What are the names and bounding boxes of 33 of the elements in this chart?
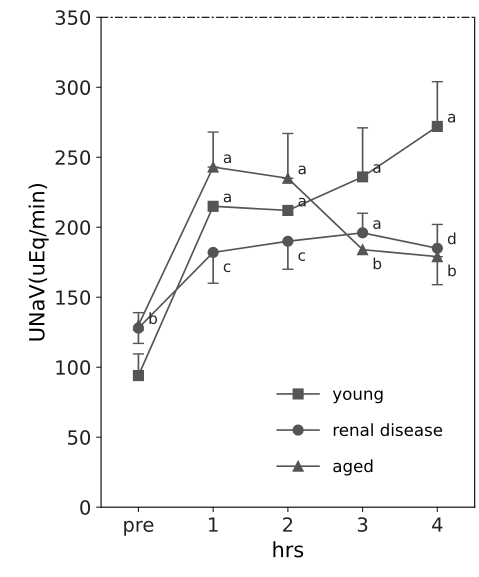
x-axis-title: hrs	[273, 541, 304, 558]
x-tick-label: 4	[432, 518, 442, 532]
x-tick-label: pre	[124, 520, 154, 536]
y-tick-label: 300	[56, 80, 90, 95]
x-tick-label: 1	[209, 518, 218, 532]
point	[282, 204, 294, 216]
annotation: a	[448, 114, 456, 123]
annotation: b	[374, 258, 382, 270]
y-tick-label: 0	[80, 500, 90, 515]
y-tick-label: 200	[56, 220, 90, 235]
y-tick-label: 50	[68, 430, 90, 445]
x-tick-label: 2	[283, 517, 292, 532]
y-tick-label: 250	[56, 150, 90, 165]
y-tick-label: 350	[56, 10, 90, 25]
y-tick-label: 150	[56, 290, 90, 305]
annotation: c	[224, 263, 230, 272]
annotation: b	[448, 264, 456, 276]
annotation: a	[298, 166, 306, 174]
annotation: b	[150, 312, 158, 324]
annotation: c	[298, 252, 306, 261]
point	[357, 244, 368, 256]
annotation: d	[448, 232, 456, 244]
y-axis-title: UNaV(uEq/min)	[28, 184, 49, 340]
point	[208, 200, 219, 212]
legend-label: renal disease	[334, 423, 442, 436]
point	[132, 320, 144, 331]
x-tick-label: 3	[358, 517, 368, 532]
annotation: a	[224, 194, 231, 202]
legend-label: aged	[333, 459, 372, 476]
legend-label: young	[332, 390, 383, 404]
annotation: a	[373, 220, 380, 229]
y-tick-label: 100	[56, 360, 90, 375]
annotation: a	[224, 154, 231, 164]
